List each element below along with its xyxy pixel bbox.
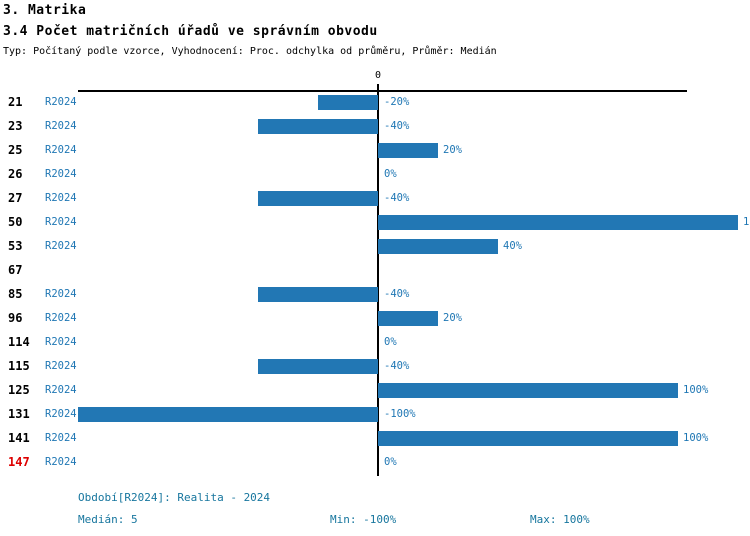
row-period-label: R2024 (45, 216, 77, 228)
row-period-label: R2024 (45, 288, 77, 300)
plot-top-border (78, 90, 687, 92)
row-period-label: R2024 (45, 120, 77, 132)
row-period-label: R2024 (45, 96, 77, 108)
bar-value-label: -100% (384, 408, 416, 420)
row-period-label: R2024 (45, 192, 77, 204)
row-id-label: 67 (8, 263, 23, 277)
row-id-label: 26 (8, 167, 23, 181)
axis-zero-label: 0 (374, 70, 382, 81)
row-id-label: 21 (8, 95, 23, 109)
row-period-label: R2024 (45, 240, 77, 252)
chart-meta-line: Typ: Počítaný podle vzorce, Vyhodnocení:… (3, 46, 497, 57)
row-id-label: 141 (8, 431, 30, 445)
chart-title: 3.4 Počet matričních úřadů ve správním o… (3, 24, 378, 39)
bar-value-label: 20% (443, 144, 462, 156)
footer-min: Min: -100% (330, 513, 397, 526)
row-period-label: R2024 (45, 432, 77, 444)
deviation-bar (378, 310, 438, 326)
row-period-label: R2024 (45, 168, 77, 180)
bar-value-label: -40% (384, 192, 410, 204)
zero-axis-line (377, 84, 379, 476)
bar-value-label: -40% (384, 360, 410, 372)
deviation-bar (258, 190, 378, 206)
row-id-label: 131 (8, 407, 30, 421)
row-period-label: R2024 (45, 312, 77, 324)
bar-value-label: -20% (384, 96, 410, 108)
deviation-bar (378, 382, 678, 398)
row-id-label: 85 (8, 287, 23, 301)
bar-value-label: 20% (443, 312, 462, 324)
row-period-label: R2024 (45, 336, 77, 348)
deviation-bar (378, 142, 438, 158)
row-period-label: R2024 (45, 360, 77, 372)
deviation-bar (78, 406, 378, 422)
bar-value-label: -40% (384, 120, 410, 132)
row-id-label: 125 (8, 383, 30, 397)
bar-value-label: 100% (683, 384, 709, 396)
row-id-label: 23 (8, 119, 23, 133)
row-period-label: R2024 (45, 144, 77, 156)
deviation-bar (258, 286, 378, 302)
row-period-label: R2024 (45, 408, 77, 420)
deviation-bar (378, 214, 738, 230)
bar-value-label: -40% (384, 288, 410, 300)
row-id-label: 115 (8, 359, 30, 373)
bar-value-label: 0% (384, 456, 397, 468)
footer-median: Medián: 5 (78, 513, 138, 526)
row-id-label: 147 (8, 455, 30, 469)
bar-value-label: 120% (743, 216, 750, 228)
row-id-label: 96 (8, 311, 23, 325)
row-period-label: R2024 (45, 384, 77, 396)
footer-period-info: Období[R2024]: Realita - 2024 (78, 491, 271, 504)
row-id-label: 25 (8, 143, 23, 157)
chart-section-title: 3. Matrika (3, 3, 87, 18)
bar-value-label: 40% (503, 240, 522, 252)
row-id-label: 114 (8, 335, 30, 349)
bar-value-label: 100% (683, 432, 709, 444)
bar-value-label: 0% (384, 336, 397, 348)
deviation-bar (378, 238, 498, 254)
footer-max: Max: 100% (530, 513, 590, 526)
bar-value-label: 0% (384, 168, 397, 180)
row-period-label: R2024 (45, 456, 77, 468)
deviation-bar (258, 118, 378, 134)
deviation-bar (318, 94, 378, 110)
row-id-label: 53 (8, 239, 23, 253)
deviation-bar (378, 430, 678, 446)
row-id-label: 27 (8, 191, 23, 205)
deviation-bar (258, 358, 378, 374)
row-id-label: 50 (8, 215, 23, 229)
